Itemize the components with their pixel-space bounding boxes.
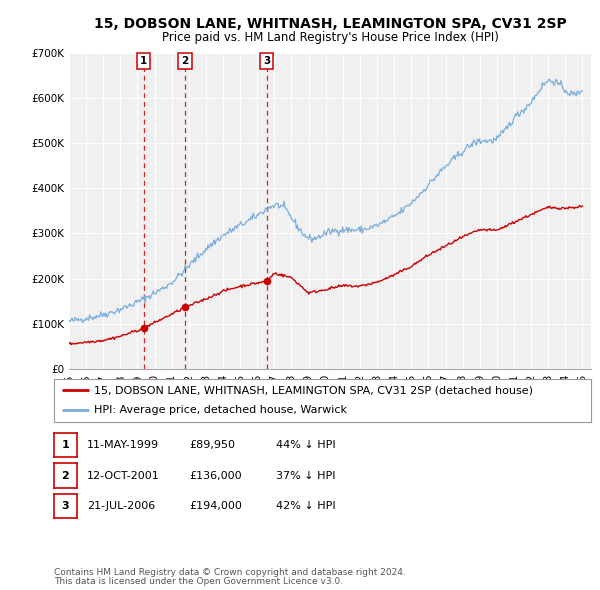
Text: 2: 2 [181, 56, 188, 66]
Text: Contains HM Land Registry data © Crown copyright and database right 2024.: Contains HM Land Registry data © Crown c… [54, 568, 406, 577]
Text: Price paid vs. HM Land Registry's House Price Index (HPI): Price paid vs. HM Land Registry's House … [161, 31, 499, 44]
Text: 2: 2 [62, 471, 69, 480]
Text: 1: 1 [140, 56, 147, 66]
Text: 15, DOBSON LANE, WHITNASH, LEAMINGTON SPA, CV31 2SP: 15, DOBSON LANE, WHITNASH, LEAMINGTON SP… [94, 17, 566, 31]
Text: This data is licensed under the Open Government Licence v3.0.: This data is licensed under the Open Gov… [54, 578, 343, 586]
Text: 3: 3 [263, 56, 271, 66]
Text: £194,000: £194,000 [189, 502, 242, 511]
Text: HPI: Average price, detached house, Warwick: HPI: Average price, detached house, Warw… [94, 405, 347, 415]
Text: 11-MAY-1999: 11-MAY-1999 [87, 440, 159, 450]
Text: £136,000: £136,000 [189, 471, 242, 480]
Text: 1: 1 [62, 440, 69, 450]
Text: 37% ↓ HPI: 37% ↓ HPI [276, 471, 335, 480]
Text: 21-JUL-2006: 21-JUL-2006 [87, 502, 155, 511]
Text: 12-OCT-2001: 12-OCT-2001 [87, 471, 160, 480]
Text: 15, DOBSON LANE, WHITNASH, LEAMINGTON SPA, CV31 2SP (detached house): 15, DOBSON LANE, WHITNASH, LEAMINGTON SP… [94, 385, 533, 395]
Text: 3: 3 [62, 502, 69, 511]
Text: £89,950: £89,950 [189, 440, 235, 450]
Text: 44% ↓ HPI: 44% ↓ HPI [276, 440, 335, 450]
Text: 42% ↓ HPI: 42% ↓ HPI [276, 502, 335, 511]
